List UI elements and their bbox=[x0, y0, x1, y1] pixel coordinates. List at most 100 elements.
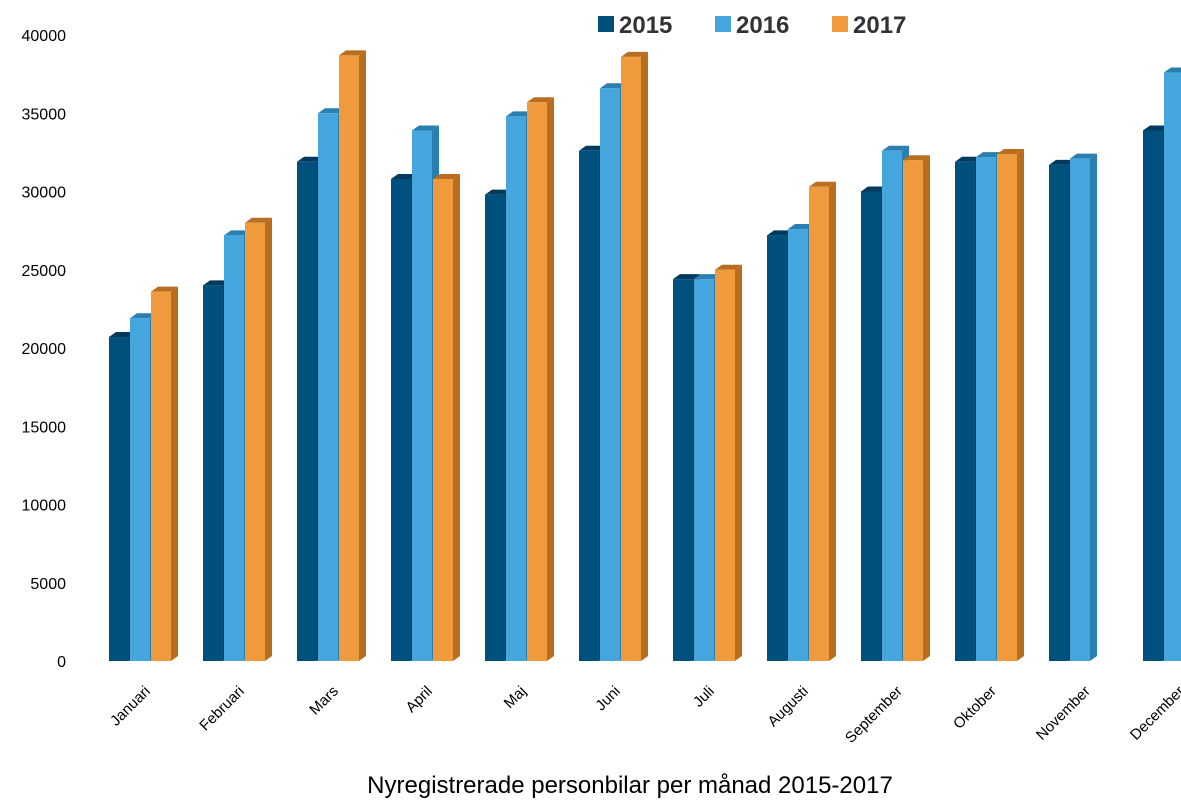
legend-label: 2016 bbox=[736, 12, 789, 39]
y-tick-label: 10000 bbox=[22, 498, 67, 515]
bar-front bbox=[1070, 158, 1090, 661]
bar-2016-december bbox=[1164, 67, 1181, 661]
y-tick-label: 0 bbox=[57, 654, 66, 671]
x-tick-label: Augusti bbox=[764, 683, 811, 730]
bar-front bbox=[485, 194, 505, 661]
bar-front bbox=[955, 161, 975, 661]
bar-top bbox=[767, 230, 794, 236]
bar-front bbox=[130, 318, 150, 661]
bar-front bbox=[339, 55, 359, 662]
bar-side bbox=[171, 286, 178, 661]
bar-2017-augusti bbox=[809, 181, 836, 661]
x-axis: Januari Februari Mars April Maj Juni Juli Augus… bbox=[107, 683, 1181, 747]
x-tick-label: April bbox=[403, 683, 436, 716]
bar-top bbox=[224, 230, 251, 236]
bar-side bbox=[359, 50, 366, 662]
x-axis-title: Nyregistrerade personbilar per månad 201… bbox=[367, 772, 893, 799]
bar-top bbox=[997, 148, 1024, 154]
bar-side bbox=[641, 51, 648, 662]
bar-front bbox=[151, 291, 171, 661]
bar-front bbox=[673, 279, 693, 661]
legend-item-2016: 2016 bbox=[715, 12, 789, 39]
x-tick-label: Januari bbox=[107, 683, 154, 730]
bar-front bbox=[245, 222, 265, 662]
bar-front bbox=[224, 235, 244, 661]
bar-top bbox=[412, 125, 439, 131]
bar-top bbox=[715, 264, 742, 270]
bar-2017-september bbox=[903, 155, 930, 661]
legend: 2015 2016 2017 bbox=[598, 12, 906, 39]
bar-2017-januari bbox=[151, 286, 178, 661]
bar-top bbox=[297, 156, 324, 162]
bar-front bbox=[109, 337, 129, 661]
bar-top bbox=[245, 217, 272, 223]
bar-side bbox=[1017, 148, 1024, 661]
bar-top bbox=[955, 156, 982, 162]
bar-2016-november bbox=[1070, 153, 1097, 661]
bar-2017-juni bbox=[621, 51, 648, 662]
y-tick-label: 25000 bbox=[22, 263, 67, 280]
bar-top bbox=[600, 83, 627, 89]
legend-label: 2017 bbox=[853, 12, 906, 39]
bar-2017-februari bbox=[245, 217, 272, 662]
bar-2017-mars bbox=[339, 50, 366, 662]
bar-top bbox=[1070, 153, 1097, 159]
bar-front bbox=[600, 88, 620, 661]
legend-item-2015: 2015 bbox=[598, 12, 672, 39]
bar-side bbox=[265, 217, 272, 662]
legend-item-2017: 2017 bbox=[832, 12, 906, 39]
bar-front bbox=[318, 113, 338, 661]
bar-top bbox=[318, 108, 345, 114]
bar-front bbox=[391, 178, 411, 662]
bar-top bbox=[861, 186, 888, 192]
bar-top bbox=[1049, 159, 1076, 165]
bar-2017-oktober bbox=[997, 148, 1024, 661]
bar-front bbox=[506, 116, 526, 661]
bar-front bbox=[412, 130, 432, 662]
x-tick-label: Oktober bbox=[950, 683, 1000, 733]
bar-top bbox=[621, 51, 648, 57]
bar-front bbox=[297, 161, 317, 661]
bar-front bbox=[767, 235, 787, 661]
x-tick-label: December bbox=[1127, 683, 1181, 744]
bar-top bbox=[882, 145, 909, 151]
bar-side bbox=[735, 264, 742, 661]
bar-top bbox=[433, 173, 460, 179]
bar-front bbox=[976, 157, 996, 661]
bar-top bbox=[339, 50, 366, 56]
bar-top bbox=[976, 152, 1003, 158]
y-tick-label: 35000 bbox=[22, 106, 67, 123]
bar-top bbox=[694, 274, 721, 280]
y-tick-label: 15000 bbox=[22, 419, 67, 436]
bar-top bbox=[809, 181, 836, 187]
bar-front bbox=[997, 153, 1017, 661]
bar-front bbox=[694, 279, 714, 661]
bar-front bbox=[1143, 130, 1163, 662]
bar-front bbox=[882, 150, 902, 661]
bar-front bbox=[203, 285, 223, 661]
bar-2017-april bbox=[433, 173, 460, 662]
bar-top bbox=[903, 155, 930, 161]
legend-label: 2015 bbox=[619, 12, 672, 39]
bar-front bbox=[1164, 72, 1181, 661]
bar-top bbox=[506, 111, 533, 117]
bar-2017-maj bbox=[527, 97, 554, 662]
bar-top bbox=[579, 145, 606, 151]
x-tick-label: November bbox=[1033, 683, 1094, 744]
bar-front bbox=[715, 269, 735, 661]
bars bbox=[109, 50, 1181, 662]
bar-side bbox=[1090, 153, 1097, 661]
y-tick-label: 20000 bbox=[22, 341, 67, 358]
bar-top bbox=[673, 274, 700, 280]
bar-side bbox=[923, 155, 930, 661]
bar-front bbox=[1049, 164, 1069, 661]
y-tick-label: 40000 bbox=[22, 28, 67, 45]
bar-side bbox=[547, 97, 554, 662]
legend-swatch bbox=[598, 16, 614, 32]
bar-top bbox=[527, 97, 554, 103]
y-tick-label: 5000 bbox=[30, 576, 66, 593]
bar-top bbox=[391, 173, 418, 179]
legend-swatch bbox=[832, 16, 848, 32]
bar-top bbox=[1164, 67, 1181, 73]
